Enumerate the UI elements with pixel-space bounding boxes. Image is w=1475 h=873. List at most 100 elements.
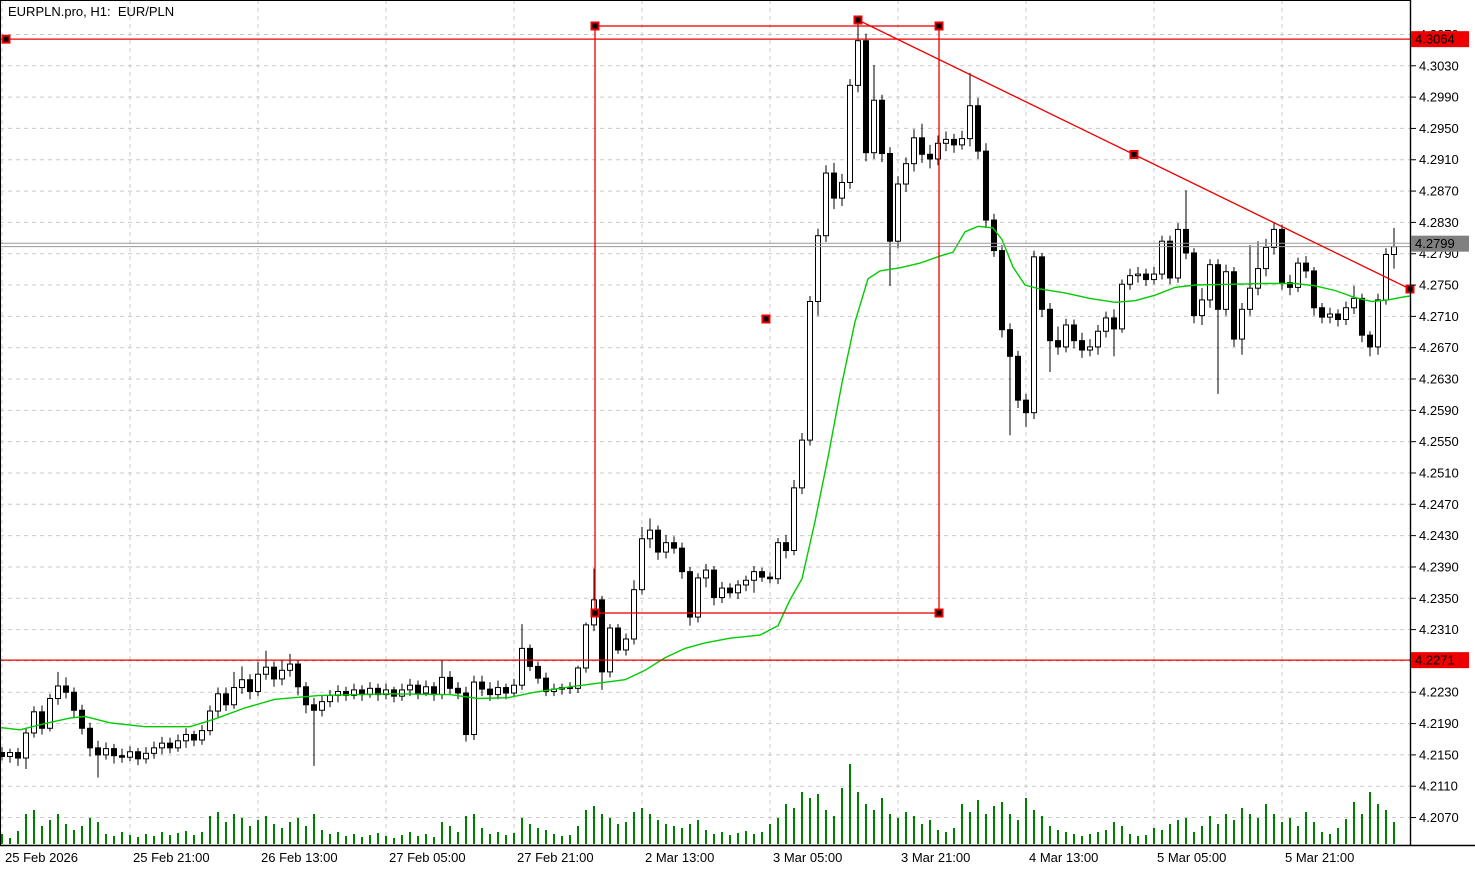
candle-up (103, 748, 109, 756)
candle-up (583, 624, 589, 669)
candle-down (1279, 228, 1285, 284)
candle-up (647, 529, 653, 540)
candle-down (247, 679, 253, 692)
candle-down (95, 747, 101, 756)
candle-up (911, 137, 917, 165)
price-tick-label: 4.2390 (1419, 559, 1459, 574)
candle-down (887, 152, 893, 242)
object-anchor-center (592, 610, 598, 616)
time-tick-label: 4 Mar 13:00 (1029, 850, 1098, 865)
candle-up (1239, 308, 1245, 340)
candle-up (215, 693, 221, 712)
candle-up (735, 584, 741, 594)
price-tick-label: 4.3030 (1419, 58, 1459, 73)
candle-down (599, 599, 605, 673)
candle-down (87, 727, 93, 749)
candle-up (1159, 240, 1165, 275)
candle-up (1271, 228, 1277, 248)
candle-down (1007, 329, 1013, 357)
candle-down (711, 569, 717, 598)
candle-down (111, 748, 117, 757)
candle-down (975, 105, 981, 152)
candle-up (159, 742, 165, 749)
candle-up (903, 163, 909, 185)
candle-up (199, 730, 205, 741)
candle-down (463, 692, 469, 736)
candle-up (607, 627, 613, 673)
candle-down (831, 172, 837, 199)
candle-up (55, 685, 61, 700)
candle-up (151, 747, 157, 754)
candle-down (1231, 271, 1237, 340)
candle-up (1207, 264, 1213, 301)
price-tick-label: 4.2590 (1419, 403, 1459, 418)
candle-up (663, 542, 669, 553)
candle-down (783, 542, 789, 552)
time-tick-label: 25 Feb 2026 (5, 850, 78, 865)
chart-title: EURPLN.pro, H1: EUR/PLN (8, 4, 175, 19)
candle-down (671, 542, 677, 549)
candle-up (1063, 324, 1069, 348)
object-anchor-center (763, 316, 769, 322)
time-tick-label: 5 Mar 21:00 (1285, 850, 1354, 865)
rectangle-object[interactable] (594, 25, 940, 614)
current-price-label-text: 4.2799 (1415, 236, 1455, 251)
candle-down (687, 571, 693, 618)
candle-down (295, 663, 301, 688)
candle-down (271, 666, 277, 680)
candle-up (1343, 307, 1349, 320)
candle-up (743, 579, 749, 586)
candle-up (471, 681, 477, 736)
candle-up (495, 687, 501, 696)
price-tick-label: 4.2310 (1419, 622, 1459, 637)
candle-up (807, 300, 813, 441)
candle-down (535, 665, 541, 679)
candle-down (527, 647, 533, 667)
candle-up (383, 689, 389, 696)
candle-down (1191, 252, 1197, 317)
candle-down (927, 153, 933, 160)
candle-down (71, 691, 77, 711)
candle-up (143, 752, 149, 760)
candle-up (439, 676, 445, 696)
object-anchor-center (592, 23, 598, 29)
candle-down (655, 529, 661, 553)
candle-down (1183, 228, 1189, 254)
candle-up (183, 734, 189, 742)
price-tick-label: 4.2190 (1419, 716, 1459, 731)
candle-up (351, 689, 357, 696)
price-tick-label: 4.2990 (1419, 90, 1459, 105)
candle-up (1223, 271, 1229, 310)
candle-up (815, 235, 821, 302)
candle-up (511, 684, 517, 694)
price-tick-label: 4.2870 (1419, 184, 1459, 199)
candle-up (263, 666, 269, 675)
hline-lower-price-label-text: 4.2271 (1415, 653, 1455, 668)
candle-up (423, 686, 429, 694)
candle-up (823, 172, 829, 237)
candle-down (455, 687, 461, 694)
candle-up (575, 667, 581, 689)
candle-down (39, 711, 45, 729)
time-tick-label: 27 Feb 05:00 (389, 850, 466, 865)
object-anchor-center (855, 17, 861, 23)
candle-up (967, 105, 973, 140)
candle-down (1039, 256, 1045, 310)
candle-up (1255, 268, 1261, 289)
moving-average-line (0, 225, 1411, 731)
time-tick-label: 3 Mar 21:00 (901, 850, 970, 865)
candle-down (1287, 282, 1293, 288)
candle-up (959, 138, 965, 146)
hline-lower-price-label (1411, 652, 1469, 669)
candle-up (1151, 273, 1157, 281)
price-tick-label: 4.2110 (1419, 779, 1458, 794)
candle-down (1359, 297, 1365, 336)
candle-up (1295, 262, 1301, 288)
candle-down (415, 684, 421, 694)
candle-up (175, 740, 181, 749)
candle-up (719, 587, 725, 598)
candle-down (1023, 399, 1029, 414)
candle-down (615, 627, 621, 651)
candle-up (287, 663, 293, 671)
